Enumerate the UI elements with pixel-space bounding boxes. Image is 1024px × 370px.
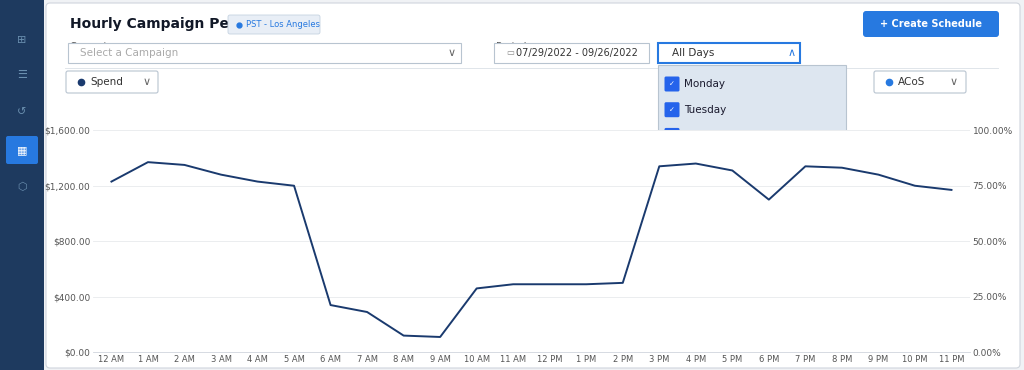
- Text: ✓: ✓: [669, 107, 675, 113]
- Text: ☰: ☰: [17, 70, 27, 80]
- FancyBboxPatch shape: [665, 154, 680, 169]
- Text: Days of Week Included: Days of Week Included: [658, 42, 769, 52]
- Text: Monday: Monday: [684, 79, 725, 89]
- Text: ⊞: ⊞: [17, 35, 27, 45]
- Text: ✓: ✓: [669, 132, 675, 138]
- Text: Period: Period: [496, 42, 526, 52]
- FancyBboxPatch shape: [46, 3, 1020, 368]
- Text: ∨: ∨: [143, 77, 152, 87]
- FancyBboxPatch shape: [228, 15, 319, 34]
- Text: + Create Schedule: + Create Schedule: [880, 19, 982, 29]
- Text: PST - Los Angeles: PST - Los Angeles: [246, 20, 319, 29]
- FancyBboxPatch shape: [658, 65, 846, 260]
- Text: ACoS: ACoS: [898, 77, 926, 87]
- Text: ▦: ▦: [16, 145, 28, 155]
- Text: ✓: ✓: [669, 235, 675, 241]
- FancyBboxPatch shape: [494, 43, 649, 63]
- Text: Tuesday: Tuesday: [684, 105, 726, 115]
- Text: Spend: Spend: [90, 77, 123, 87]
- Text: ↺: ↺: [17, 107, 27, 117]
- FancyBboxPatch shape: [665, 205, 680, 220]
- Text: ∨: ∨: [447, 48, 456, 58]
- FancyBboxPatch shape: [665, 77, 680, 91]
- Text: ⬡: ⬡: [17, 182, 27, 192]
- Text: Friday: Friday: [684, 182, 716, 192]
- Text: 07/29/2022 - 09/26/2022: 07/29/2022 - 09/26/2022: [516, 48, 638, 58]
- FancyBboxPatch shape: [863, 11, 999, 37]
- Text: Hourly Campaign Performance: Hourly Campaign Performance: [70, 17, 310, 31]
- Text: Sunday: Sunday: [684, 233, 723, 243]
- Text: Wednesday: Wednesday: [684, 131, 744, 141]
- Text: ✓: ✓: [669, 184, 675, 190]
- Text: ✓: ✓: [669, 158, 675, 164]
- Text: ▦: ▦: [16, 145, 28, 155]
- Text: ✓: ✓: [669, 81, 675, 87]
- FancyBboxPatch shape: [665, 179, 680, 194]
- FancyBboxPatch shape: [68, 43, 461, 63]
- Text: Campaign: Campaign: [70, 42, 120, 52]
- FancyBboxPatch shape: [665, 102, 680, 117]
- FancyBboxPatch shape: [658, 43, 800, 63]
- Text: ∧: ∧: [787, 48, 796, 58]
- Text: Saturday: Saturday: [684, 208, 731, 218]
- Text: ✓: ✓: [669, 209, 675, 216]
- FancyBboxPatch shape: [66, 71, 158, 93]
- FancyBboxPatch shape: [874, 71, 966, 93]
- FancyBboxPatch shape: [665, 231, 680, 246]
- Text: ▭: ▭: [506, 48, 514, 57]
- Text: Select a Campaign: Select a Campaign: [80, 48, 178, 58]
- FancyBboxPatch shape: [665, 128, 680, 143]
- Text: ∨: ∨: [950, 77, 958, 87]
- FancyBboxPatch shape: [0, 0, 44, 370]
- Text: All Days: All Days: [672, 48, 715, 58]
- Text: Thursday: Thursday: [684, 156, 732, 166]
- FancyBboxPatch shape: [6, 136, 38, 164]
- Text: ⓘ: ⓘ: [511, 43, 516, 51]
